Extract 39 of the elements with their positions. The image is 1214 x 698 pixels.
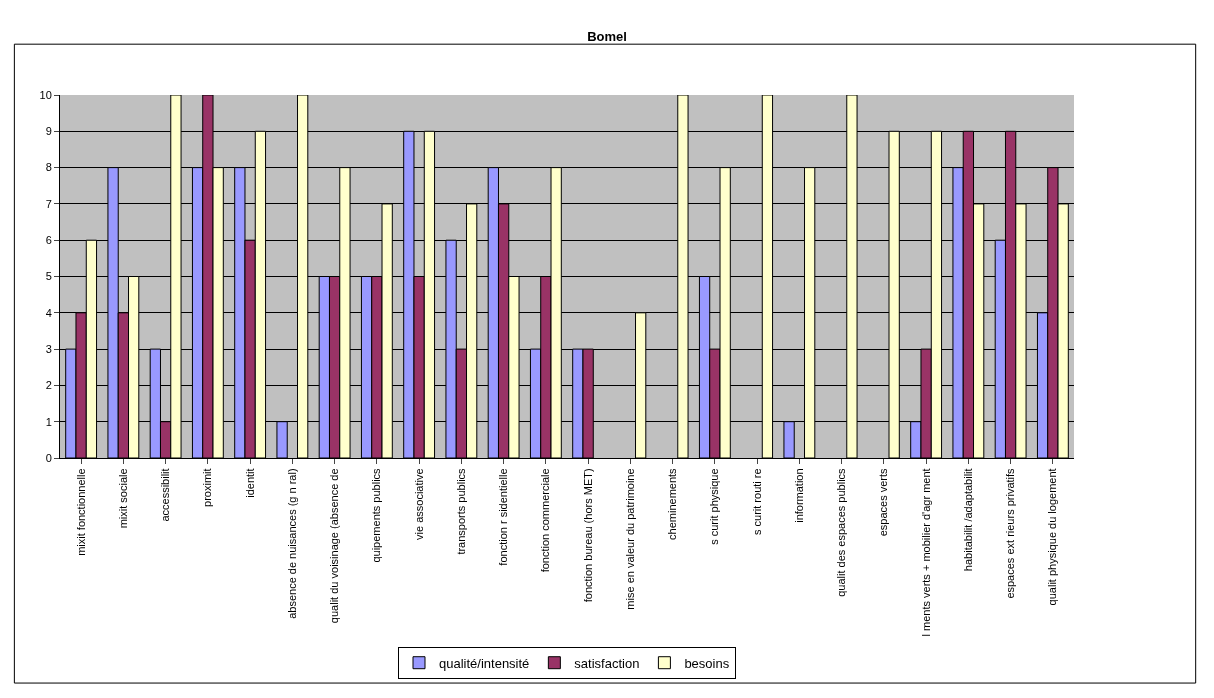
x-tick-label: s curit physique [708,468,721,545]
y-tick-label: 5 [45,270,52,283]
y-tick-label: 4 [45,306,52,319]
x-tick-label: s curit routi re [750,468,763,536]
y-tick-label: 9 [45,125,52,138]
chart-title: Bomel [587,28,627,44]
x-tick-label: transports publics [454,467,467,555]
x-tick-label: espaces verts [877,467,890,537]
legend-label: qualité/intensité [439,655,530,671]
x-tick-label: fonction bureau (hors MET) [581,468,594,603]
x-tick-label: qualit du voisinage (absence de [328,468,341,624]
x-tick-label: information [792,468,805,523]
x-tick-label: qualit des espaces publics [835,467,848,597]
legend-label: satisfaction [574,655,640,671]
x-tick-label: vie associative [412,468,425,540]
y-tick-label: 8 [45,161,52,174]
y-tick-label: 1 [45,415,52,428]
x-tick-label: fonction r sidentielle [497,468,510,566]
x-tick-label: quipements publics [370,467,383,563]
x-tick-label: fonction commerciale [539,468,552,573]
x-tick-label: mixit sociale [116,468,129,529]
x-tick-label: proximit [201,468,214,507]
y-tick-label: 7 [45,197,52,210]
y-tick-label: 2 [45,379,52,392]
x-tick-label: absence de nuisances (g n ral) [285,468,298,619]
x-tick-label: habitabilit /adaptabilit [961,468,974,572]
x-tick-label: qualit physique du logement [1046,468,1059,606]
y-tick-label: 0 [45,451,52,464]
x-tick-label: mise en valeur du patrimoine [623,468,636,610]
x-tick-label: espaces ext rieurs privatifs [1004,467,1017,599]
x-tick-label: mixit fonctionnelle [74,468,87,556]
x-tick-label: l ments verts + mobilier d'agr ment [919,468,932,637]
y-tick-label: 10 [39,88,52,101]
y-tick-label: 3 [45,342,52,355]
x-tick-label: accessibilit [159,468,172,522]
legend-label: besoins [684,655,730,671]
x-tick-label: identit [243,468,256,498]
x-tick-label: cheminements [666,467,679,540]
y-tick-label: 6 [45,234,52,247]
